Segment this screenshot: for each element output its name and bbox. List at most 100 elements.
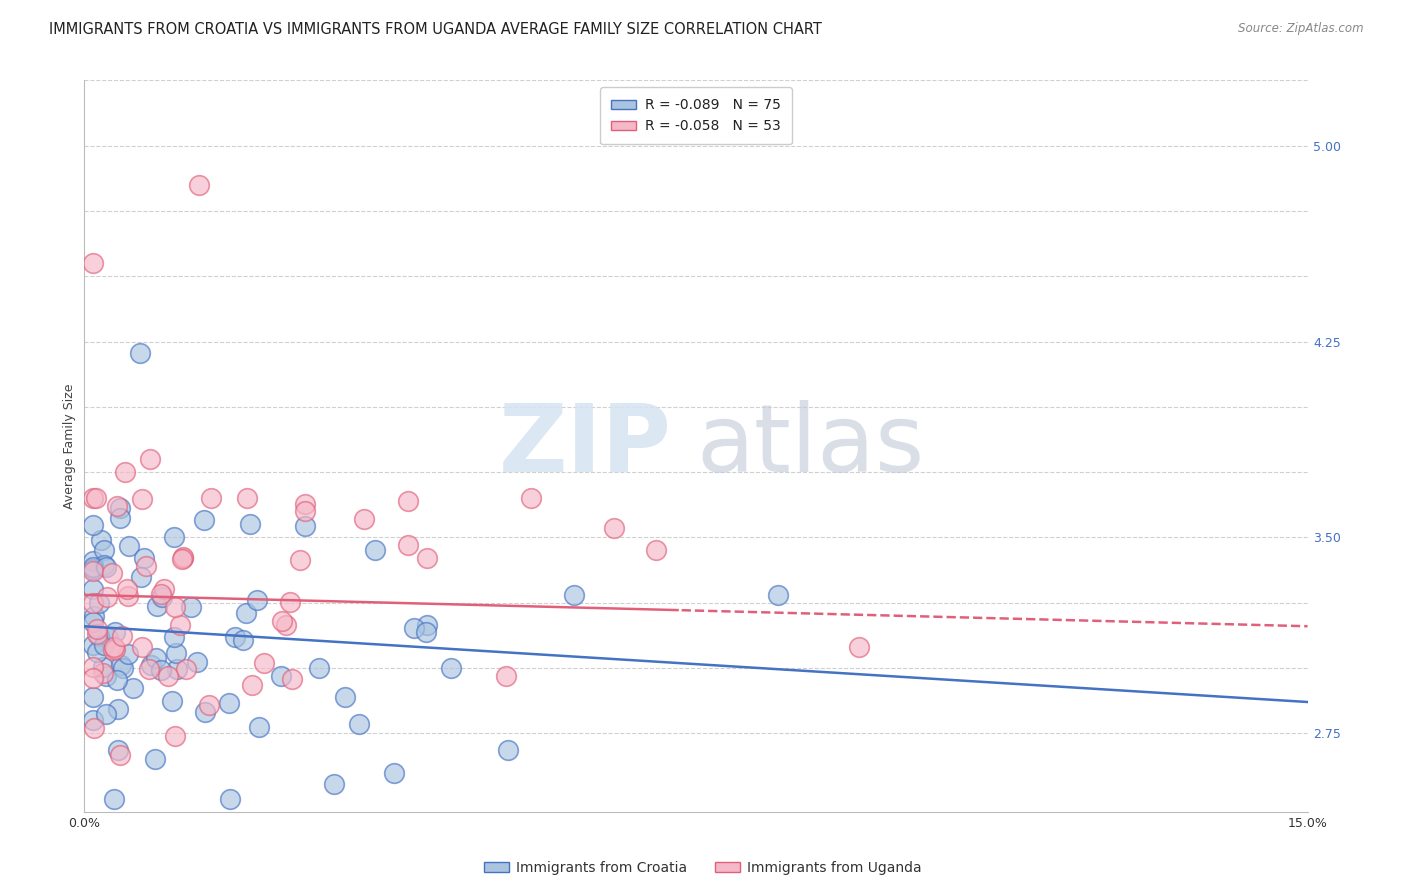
Point	[198, 698, 221, 713]
Point	[415, 624, 437, 639]
Point	[165, 646, 187, 660]
Point	[117, 647, 139, 661]
Point	[347, 717, 370, 731]
Point	[253, 657, 276, 671]
Point	[194, 705, 217, 719]
Point	[82, 517, 104, 532]
Point	[416, 550, 439, 565]
Point	[162, 630, 184, 644]
Point	[200, 491, 222, 506]
Point	[247, 720, 270, 734]
Point	[149, 663, 172, 677]
Point	[117, 589, 139, 603]
Point	[218, 696, 240, 710]
Point	[118, 539, 141, 553]
Point	[82, 491, 104, 506]
Point	[91, 660, 114, 674]
Text: atlas: atlas	[696, 400, 924, 492]
Point	[172, 551, 194, 566]
Point	[94, 560, 117, 574]
Point	[180, 600, 202, 615]
Point	[396, 494, 419, 508]
Point	[322, 777, 344, 791]
Point	[562, 588, 585, 602]
Point	[165, 729, 187, 743]
Point	[93, 638, 115, 652]
Text: IMMIGRANTS FROM CROATIA VS IMMIGRANTS FROM UGANDA AVERAGE FAMILY SIZE CORRELATIO: IMMIGRANTS FROM CROATIA VS IMMIGRANTS FR…	[49, 22, 823, 37]
Point	[82, 690, 104, 705]
Point	[308, 661, 330, 675]
Point	[104, 624, 127, 639]
Point	[96, 669, 118, 683]
Point	[131, 491, 153, 506]
Point	[121, 681, 143, 695]
Point	[152, 582, 174, 596]
Point	[519, 491, 541, 506]
Point	[89, 596, 111, 610]
Point	[82, 562, 104, 576]
Point	[169, 617, 191, 632]
Point	[93, 558, 115, 573]
Point	[82, 564, 104, 578]
Point	[97, 631, 120, 645]
Point	[246, 593, 269, 607]
Point	[82, 671, 104, 685]
Point	[146, 599, 169, 614]
Point	[280, 672, 302, 686]
Point	[82, 639, 104, 653]
Point	[603, 521, 626, 535]
Legend: R = -0.089   N = 75, R = -0.058   N = 53: R = -0.089 N = 75, R = -0.058 N = 53	[600, 87, 792, 145]
Point	[270, 668, 292, 682]
Point	[103, 640, 125, 654]
Point	[135, 559, 157, 574]
Point	[114, 465, 136, 479]
Point	[138, 662, 160, 676]
Point	[236, 491, 259, 506]
Point	[163, 530, 186, 544]
Point	[396, 538, 419, 552]
Point	[276, 618, 298, 632]
Point	[90, 533, 112, 547]
Legend: Immigrants from Croatia, Immigrants from Uganda: Immigrants from Croatia, Immigrants from…	[478, 855, 928, 880]
Point	[186, 656, 208, 670]
Point	[141, 657, 163, 672]
Text: ZIP: ZIP	[499, 400, 672, 492]
Point	[294, 504, 316, 518]
Point	[107, 702, 129, 716]
Point	[156, 668, 179, 682]
Point	[150, 586, 173, 600]
Point	[240, 678, 263, 692]
Point	[848, 640, 870, 654]
Point	[82, 713, 104, 727]
Point	[170, 552, 193, 566]
Point	[111, 661, 134, 675]
Point	[172, 549, 194, 564]
Point	[239, 517, 262, 532]
Point	[143, 752, 166, 766]
Point	[232, 632, 254, 647]
Point	[87, 629, 110, 643]
Point	[353, 512, 375, 526]
Point	[115, 582, 138, 596]
Point	[105, 673, 128, 687]
Point	[644, 542, 666, 557]
Point	[96, 590, 118, 604]
Point	[111, 629, 134, 643]
Point	[82, 615, 104, 629]
Point	[440, 661, 463, 675]
Point	[82, 597, 104, 611]
Point	[288, 552, 311, 566]
Point	[166, 662, 188, 676]
Point	[93, 543, 115, 558]
Y-axis label: Average Family Size: Average Family Size	[63, 384, 76, 508]
Point	[145, 651, 167, 665]
Point	[193, 513, 215, 527]
Point	[108, 511, 131, 525]
Point	[160, 694, 183, 708]
Point	[150, 590, 173, 604]
Point	[138, 452, 160, 467]
Point	[364, 543, 387, 558]
Point	[94, 707, 117, 722]
Point	[82, 660, 104, 674]
Point	[235, 606, 257, 620]
